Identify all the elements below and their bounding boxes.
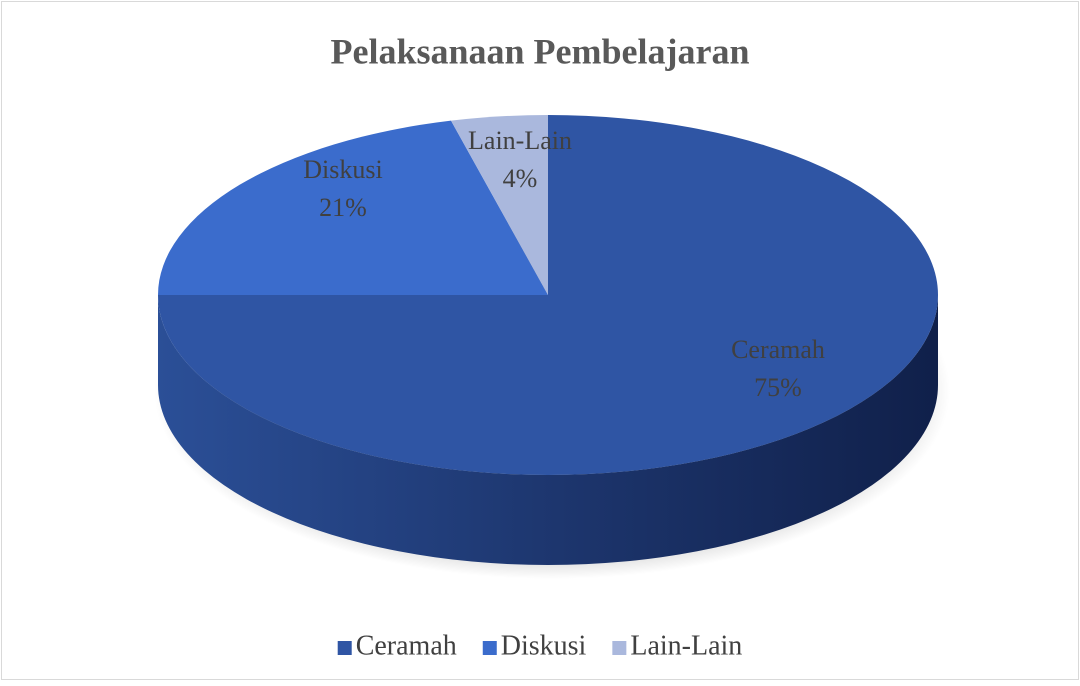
legend-label: Lain-Lain bbox=[630, 630, 742, 661]
slice bbox=[451, 115, 548, 295]
legend-swatch bbox=[612, 641, 627, 655]
data-label-value: 75% bbox=[754, 373, 802, 402]
legend-label: Diskusi bbox=[501, 630, 587, 661]
data-label-name: Lain-Lain bbox=[468, 126, 572, 155]
data-labels: Ceramah 75% Diskusi 21% Lain-Lain 4% bbox=[303, 126, 825, 402]
pie bbox=[154, 115, 950, 579]
data-label-name: Ceramah bbox=[731, 335, 825, 364]
data-label-name: Diskusi bbox=[303, 155, 382, 184]
data-label-value: 21% bbox=[319, 193, 367, 222]
legend-label: Ceramah bbox=[356, 630, 457, 661]
slice-side bbox=[158, 295, 938, 565]
slice bbox=[158, 120, 548, 295]
legend-swatch bbox=[482, 641, 497, 655]
chart-title: Pelaksanaan Pembelajaran bbox=[331, 31, 750, 71]
data-label-value: 4% bbox=[503, 164, 538, 193]
legend: Ceramah Diskusi Lain-Lain bbox=[337, 630, 742, 661]
legend-swatch bbox=[337, 641, 352, 655]
